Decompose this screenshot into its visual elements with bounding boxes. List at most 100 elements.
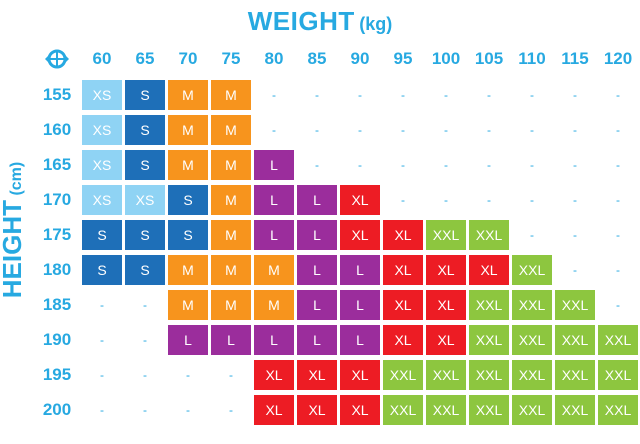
- weight-header: 90: [350, 49, 370, 68]
- size-cell: XL: [426, 255, 466, 285]
- y-axis-label: HEIGHT (cm): [0, 140, 27, 320]
- size-cell: M: [211, 290, 251, 320]
- size-cell: -: [530, 193, 534, 207]
- size-cell: XXL: [555, 395, 595, 425]
- size-cell: M: [168, 115, 208, 145]
- size-cell: XS: [82, 115, 122, 145]
- size-cell: XXL: [598, 360, 638, 390]
- size-cell: M: [254, 290, 294, 320]
- size-cell: L: [254, 150, 294, 180]
- size-cell: L: [297, 185, 337, 215]
- size-cell: XS: [82, 80, 122, 110]
- height-header: 180: [42, 260, 72, 279]
- size-cell: XXL: [512, 325, 552, 355]
- size-cell: -: [186, 368, 190, 382]
- size-cell: L: [297, 220, 337, 250]
- size-cell: S: [125, 150, 165, 180]
- size-cell: -: [530, 88, 534, 102]
- size-cell: -: [143, 368, 147, 382]
- height-header: 175: [42, 225, 72, 244]
- size-cell: L: [168, 325, 208, 355]
- size-cell: XL: [383, 290, 423, 320]
- size-cell: XL: [340, 395, 380, 425]
- size-cell: -: [143, 403, 147, 417]
- size-cell: -: [573, 158, 577, 172]
- size-cell: -: [143, 298, 147, 312]
- size-cell: -: [143, 333, 147, 347]
- title-main: WEIGHT: [247, 6, 355, 36]
- size-cell: -: [401, 193, 405, 207]
- weight-header: 95: [393, 49, 413, 68]
- size-cell: XXL: [598, 325, 638, 355]
- weight-header: 75: [221, 49, 241, 68]
- size-cell: M: [211, 220, 251, 250]
- weight-header: 115: [561, 49, 589, 68]
- size-cell: L: [340, 325, 380, 355]
- size-cell: XL: [254, 360, 294, 390]
- size-cell: -: [315, 123, 319, 137]
- size-cell: S: [82, 255, 122, 285]
- size-cell: L: [254, 325, 294, 355]
- size-cell: XL: [340, 220, 380, 250]
- size-cell: S: [125, 220, 165, 250]
- size-cell: -: [487, 88, 491, 102]
- size-cell: XL: [383, 255, 423, 285]
- size-cell: -: [616, 193, 620, 207]
- weight-header: 65: [135, 49, 155, 68]
- size-cell: -: [358, 158, 362, 172]
- size-cell: XXL: [555, 360, 595, 390]
- size-cell: -: [616, 123, 620, 137]
- size-cell: -: [573, 263, 577, 277]
- size-cell: XL: [297, 360, 337, 390]
- size-cell: L: [254, 220, 294, 250]
- size-cell: M: [211, 80, 251, 110]
- size-cell: -: [487, 123, 491, 137]
- size-cell: XXL: [426, 220, 466, 250]
- size-cell: -: [444, 158, 448, 172]
- height-header: 170: [42, 190, 72, 209]
- size-cell: XXL: [383, 360, 423, 390]
- size-cell: -: [444, 123, 448, 137]
- size-cell: L: [297, 255, 337, 285]
- size-cell: S: [125, 80, 165, 110]
- size-cell: -: [100, 298, 104, 312]
- size-cell: M: [168, 80, 208, 110]
- size-cell: -: [100, 403, 104, 417]
- size-cell: XXL: [469, 360, 509, 390]
- size-cell: XL: [340, 360, 380, 390]
- size-cell: S: [168, 220, 208, 250]
- size-cell: M: [211, 185, 251, 215]
- weight-header: 60: [92, 49, 112, 68]
- height-header: 200: [42, 400, 72, 419]
- size-cell: XXL: [426, 395, 466, 425]
- size-cell: -: [100, 368, 104, 382]
- size-cell: M: [168, 255, 208, 285]
- weight-header: 100: [431, 49, 461, 68]
- chart-title: WEIGHT (kg): [0, 6, 640, 37]
- size-cell: M: [168, 290, 208, 320]
- size-cell: XL: [297, 395, 337, 425]
- size-cell: M: [211, 150, 251, 180]
- size-cell: XXL: [598, 395, 638, 425]
- size-cell: S: [125, 255, 165, 285]
- size-cell: -: [616, 228, 620, 242]
- weight-header: 120: [603, 49, 633, 68]
- height-header: 165: [42, 155, 72, 174]
- size-cell: XXL: [383, 395, 423, 425]
- size-cell: -: [573, 123, 577, 137]
- size-cell: XXL: [426, 360, 466, 390]
- size-cell: XXL: [469, 220, 509, 250]
- weight-header: 85: [307, 49, 327, 68]
- size-cell: -: [616, 298, 620, 312]
- weight-header: 80: [264, 49, 284, 68]
- sizing-logo-icon: [45, 49, 69, 69]
- size-cell: XL: [383, 325, 423, 355]
- size-cell: -: [616, 263, 620, 277]
- size-cell: -: [616, 158, 620, 172]
- size-cell: XL: [426, 290, 466, 320]
- size-cell: S: [168, 185, 208, 215]
- size-cell: XXL: [512, 290, 552, 320]
- size-cell: XS: [125, 185, 165, 215]
- size-cell: M: [211, 255, 251, 285]
- size-cell: L: [297, 290, 337, 320]
